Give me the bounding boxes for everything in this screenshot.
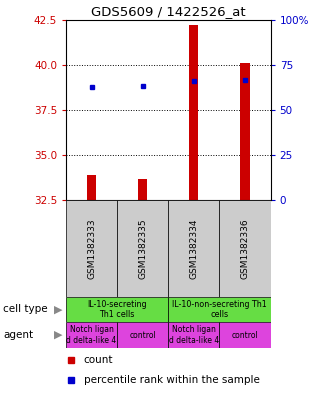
- Bar: [241, 63, 249, 200]
- Bar: [66, 200, 117, 297]
- Title: GDS5609 / 1422526_at: GDS5609 / 1422526_at: [91, 6, 246, 18]
- Bar: [219, 322, 271, 348]
- Text: IL-10-secreting
Th1 cells: IL-10-secreting Th1 cells: [87, 300, 147, 319]
- Bar: [168, 322, 219, 348]
- Bar: [117, 200, 168, 297]
- Bar: [219, 200, 271, 297]
- Text: ▶: ▶: [53, 305, 62, 314]
- Text: IL-10-non-secreting Th1
cells: IL-10-non-secreting Th1 cells: [172, 300, 267, 319]
- Text: count: count: [84, 355, 113, 365]
- Text: GSM1382335: GSM1382335: [138, 218, 147, 279]
- Bar: [87, 175, 96, 200]
- Text: ▶: ▶: [53, 330, 62, 340]
- Text: cell type: cell type: [3, 305, 48, 314]
- Text: control: control: [129, 331, 156, 340]
- Bar: [189, 25, 198, 200]
- Text: GSM1382334: GSM1382334: [189, 219, 198, 279]
- Text: GSM1382333: GSM1382333: [87, 218, 96, 279]
- Bar: [117, 322, 168, 348]
- Text: Notch ligan
d delta-like 4: Notch ligan d delta-like 4: [169, 325, 219, 345]
- Text: control: control: [232, 331, 258, 340]
- Text: GSM1382336: GSM1382336: [241, 218, 249, 279]
- Bar: [168, 297, 271, 322]
- Text: Notch ligan
d delta-like 4: Notch ligan d delta-like 4: [66, 325, 117, 345]
- Text: agent: agent: [3, 330, 33, 340]
- Bar: [138, 179, 147, 200]
- Bar: [66, 322, 117, 348]
- Text: percentile rank within the sample: percentile rank within the sample: [84, 375, 260, 386]
- Bar: [66, 297, 168, 322]
- Bar: [168, 200, 219, 297]
